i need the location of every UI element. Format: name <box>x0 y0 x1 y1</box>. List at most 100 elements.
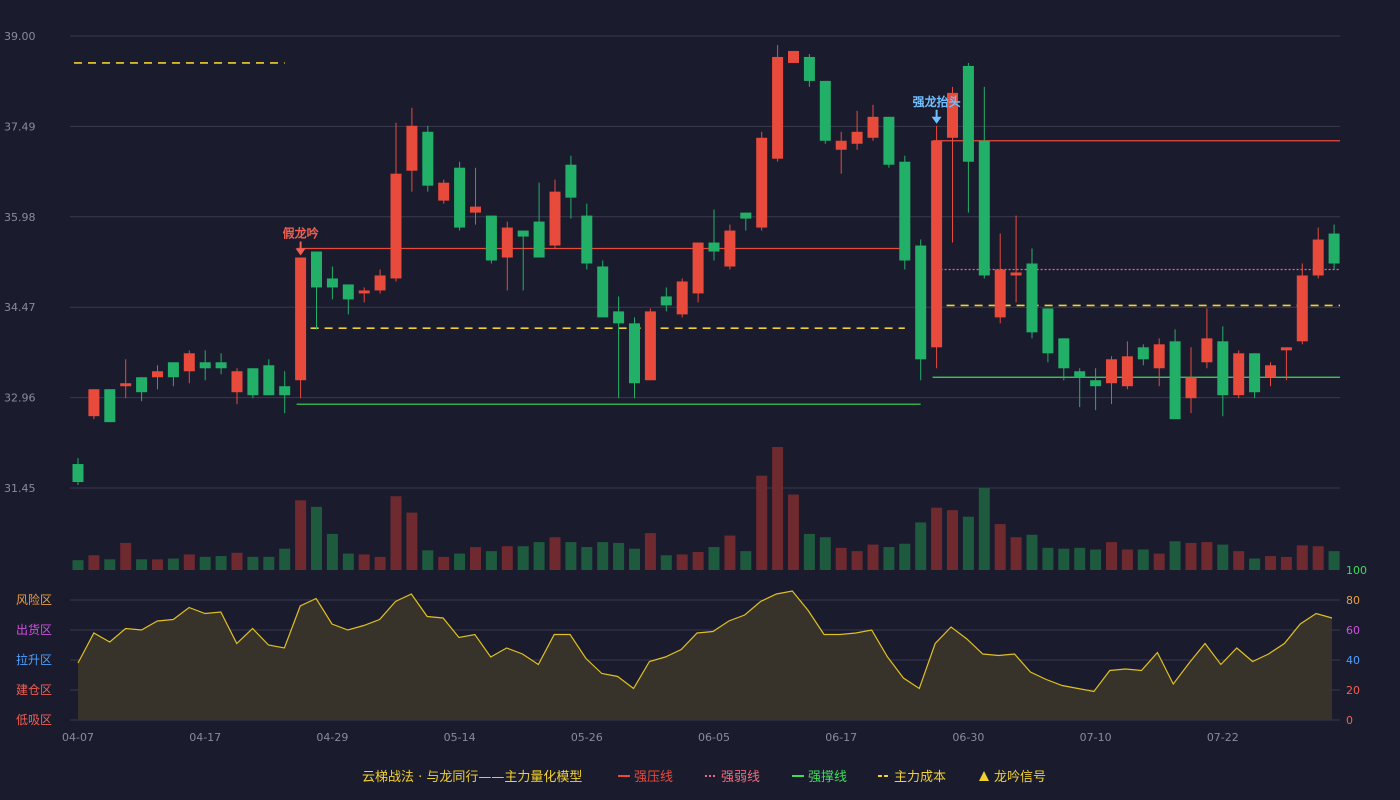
candle-body <box>295 257 307 381</box>
volume-bar <box>422 550 434 570</box>
candle-body <box>581 215 593 264</box>
candle-body <box>676 281 688 315</box>
signal-arrow-icon <box>295 248 306 256</box>
volume-bar <box>756 475 768 570</box>
indicator-zone-label: 出货区 <box>16 622 52 637</box>
candle-body <box>104 389 116 423</box>
candle-body <box>1058 338 1070 369</box>
price-tick-label: 39.00 <box>4 30 36 43</box>
x-tick-label: 05-14 <box>444 731 476 744</box>
candle-body <box>342 284 354 300</box>
volume-bar <box>438 556 450 570</box>
volume-bar <box>1265 556 1276 570</box>
volume-bar <box>88 555 100 570</box>
candle-body <box>931 140 943 348</box>
candle-body <box>772 56 784 159</box>
volume-bar <box>851 551 863 570</box>
candle-body <box>962 65 974 162</box>
candle-body <box>136 377 148 393</box>
candle-body <box>1042 308 1054 354</box>
legend-label: 强撑线 <box>808 770 847 785</box>
signal-arrow-icon <box>931 116 942 124</box>
volume-bar <box>1010 537 1022 570</box>
volume-bar <box>978 488 990 570</box>
volume-bar <box>1042 547 1054 570</box>
candle-body <box>629 323 640 384</box>
candle-body <box>1169 341 1181 420</box>
candle-body <box>1249 353 1261 393</box>
candle-body <box>1090 380 1102 387</box>
volume-bar <box>390 496 402 570</box>
indicator-zone-label: 拉升区 <box>16 652 52 667</box>
volume-bar <box>72 560 84 570</box>
volume-bar <box>295 500 307 570</box>
volume-bar <box>549 537 561 570</box>
x-tick-label: 06-17 <box>825 731 857 744</box>
candle-body <box>978 140 990 276</box>
volume-bar <box>406 512 418 570</box>
price-tick-label: 31.45 <box>4 482 36 495</box>
indicator-tick-label: 40 <box>1346 654 1360 667</box>
candle-body <box>247 368 259 396</box>
volume-bar <box>1249 558 1261 570</box>
volume-bar <box>931 507 943 570</box>
volume-bar <box>915 522 927 570</box>
volume-bar <box>835 547 847 570</box>
candle-body <box>1026 263 1038 333</box>
candle-body <box>358 290 370 294</box>
legend-label: 主力成本 <box>894 770 946 785</box>
candle-body <box>1010 272 1022 276</box>
x-tick-label: 05-26 <box>571 731 603 744</box>
candle-body <box>613 311 625 324</box>
volume-bar <box>772 447 784 570</box>
legend-title: 云梯战法 · 与龙同行——主力量化模型 <box>362 770 582 785</box>
candle-body <box>835 140 847 150</box>
volume-bar <box>899 543 911 570</box>
candle-body <box>485 215 497 261</box>
volume-bar <box>1121 549 1133 570</box>
candle-body <box>644 311 656 381</box>
candle-body <box>422 131 434 186</box>
volume-bar <box>136 559 148 570</box>
candle-body <box>517 230 529 237</box>
volume-bar <box>1185 542 1197 570</box>
candle-body <box>454 167 466 228</box>
price-tick-label: 35.98 <box>4 211 36 224</box>
price-tick-label: 34.47 <box>4 301 36 314</box>
candle-body <box>819 80 831 141</box>
candle-body <box>549 191 561 246</box>
candle-body <box>1153 344 1165 369</box>
candle-body <box>88 389 100 417</box>
volume-bar <box>1296 545 1308 570</box>
candle-body <box>215 362 227 369</box>
candle-body <box>199 362 211 369</box>
candle-body <box>279 386 291 396</box>
candle-body <box>501 227 513 258</box>
volume-bar <box>326 533 338 570</box>
indicator-zone-label: 风险区 <box>16 592 52 607</box>
key-lines <box>74 62 1340 405</box>
signals: 假龙吟 强龙抬头 <box>283 94 961 256</box>
candle-body <box>1280 347 1292 351</box>
candle-body <box>120 383 132 387</box>
volume-bar <box>231 552 243 570</box>
volume-bar <box>644 533 656 570</box>
volume-bar <box>1090 549 1102 570</box>
candle-body <box>883 116 895 165</box>
candle-body <box>803 56 815 81</box>
candle-body <box>692 242 704 294</box>
candle-body <box>1137 347 1149 360</box>
volume-bar <box>883 547 895 570</box>
volume-bar <box>740 551 752 570</box>
candle-body <box>263 365 275 396</box>
x-tick-label: 06-30 <box>952 731 984 744</box>
volume-bar <box>788 494 799 570</box>
signal-label: 假龙吟 <box>283 226 319 241</box>
candle-body <box>899 161 911 261</box>
indicator-tick-label: 100 <box>1346 564 1367 577</box>
candle-body <box>724 230 736 267</box>
volume-bar <box>629 548 640 570</box>
candle-body <box>183 353 195 372</box>
volume-bar <box>533 542 545 570</box>
